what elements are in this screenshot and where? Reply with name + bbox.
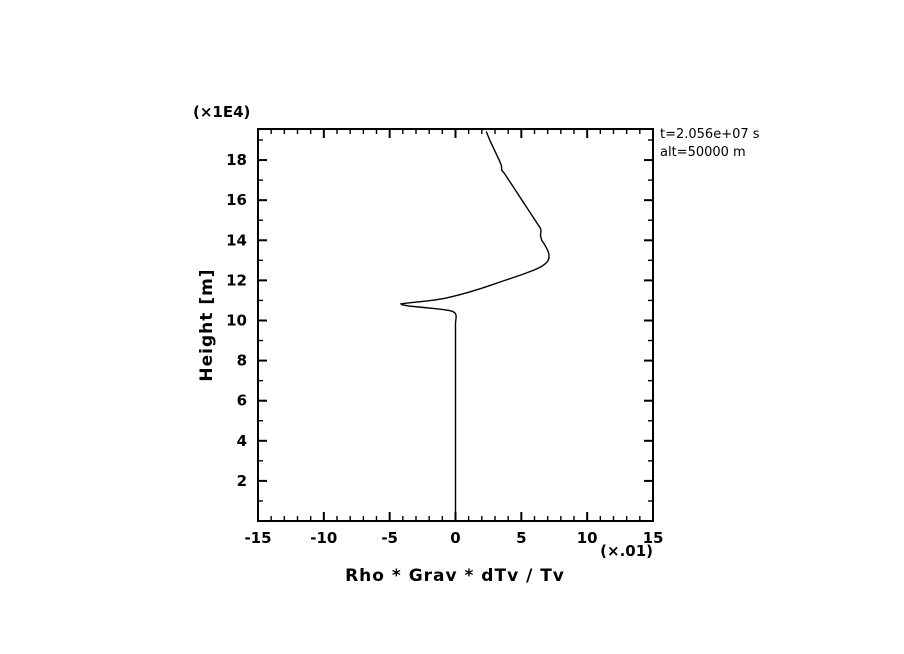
x-tick-label: -15 — [244, 529, 271, 547]
data-series-group — [400, 131, 550, 513]
y-tick-label: 18 — [226, 151, 247, 169]
y-axis-title: Height [m] — [197, 268, 217, 381]
y-tick-label: 2 — [237, 472, 247, 490]
tick-marks — [257, 129, 654, 521]
y-tick-label: 6 — [237, 392, 247, 410]
y-tick-label: 16 — [226, 191, 247, 209]
x-tick-label: -5 — [381, 529, 398, 547]
y-tick-label: 8 — [237, 352, 247, 370]
annotation-altitude: alt=50000 m — [660, 145, 746, 160]
y-axis-multiplier-label: (×1E4) — [193, 103, 250, 121]
x-tick-label: 15 — [643, 529, 664, 547]
y-tick-label: 10 — [226, 311, 247, 329]
x-axis-multiplier-label: (×.01) — [600, 542, 653, 560]
x-tick-label: -10 — [310, 529, 337, 547]
x-tick-label: 0 — [450, 529, 460, 547]
x-tick-label: 10 — [577, 529, 598, 547]
x-axis-tick-labels: -15 -10 -5 0 5 10 15 — [244, 529, 663, 547]
annotation-time: t=2.056e+07 s — [660, 127, 760, 142]
y-tick-label: 14 — [226, 231, 247, 249]
y-tick-label: 12 — [226, 271, 247, 289]
x-tick-label: 5 — [516, 529, 526, 547]
x-axis-title: Rho * Grav * dTv / Tv — [345, 566, 565, 586]
y-tick-label: 4 — [237, 432, 247, 450]
data-curve — [400, 131, 550, 513]
y-axis-tick-labels: 2 4 6 8 10 12 14 16 18 — [226, 151, 247, 490]
